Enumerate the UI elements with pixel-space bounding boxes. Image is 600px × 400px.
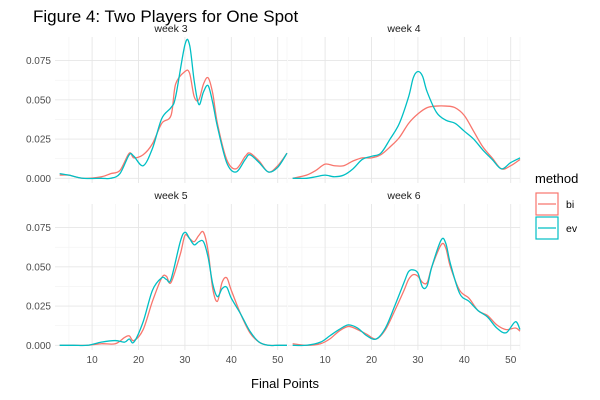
facet-panel: week 3 0.000 0.025 0.050 0.075	[26, 23, 288, 185]
x-tick-label: 20	[366, 355, 378, 366]
x-tick-label: 10	[87, 355, 99, 366]
y-tick-label: 0.000	[26, 174, 51, 185]
y-tick-label: 0.025	[26, 135, 51, 146]
density-curve-bi	[292, 242, 521, 346]
y-tick-label: 0.025	[26, 302, 51, 313]
facet-strip-label: week 4	[386, 23, 420, 35]
legend: method bi ev	[535, 171, 578, 240]
x-tick-label: 30	[412, 355, 424, 366]
legend-entry-ev: ev	[535, 216, 578, 240]
x-tick-label: 30	[179, 355, 191, 366]
facet-panel: week 6 10 20 30 40 50	[288, 190, 521, 366]
legend-title: method	[535, 171, 578, 186]
density-curve-bi	[292, 105, 521, 179]
x-axis-title: Final Points	[251, 376, 319, 391]
x-tick-label: 40	[459, 355, 471, 366]
x-tick-label: 50	[505, 355, 517, 366]
x-tick-label: 50	[272, 355, 284, 366]
legend-label-ev: ev	[566, 223, 578, 235]
legend-label-bi: bi	[566, 199, 574, 211]
density-curve-ev	[59, 38, 288, 180]
x-tick-label: 20	[133, 355, 145, 366]
facet-strip-label: week 6	[386, 190, 420, 202]
density-curve-bi	[59, 69, 288, 179]
x-tick-label: 40	[226, 355, 238, 366]
y-tick-label: 0.050	[26, 95, 51, 106]
y-tick-label: 0.000	[26, 341, 51, 352]
legend-entry-bi: bi	[535, 192, 574, 216]
y-tick-label: 0.075	[26, 56, 51, 67]
facet-strip-label: week 5	[153, 190, 187, 202]
y-tick-label: 0.075	[26, 223, 51, 234]
chart-title: Figure 4: Two Players for One Spot	[33, 7, 298, 26]
y-tick-label: 0.050	[26, 262, 51, 273]
density-curve-ev	[59, 231, 287, 347]
x-tick-label: 10	[320, 355, 332, 366]
density-curve-bi	[59, 230, 287, 347]
facet-panel: week 4	[288, 23, 521, 183]
density-curve-ev	[292, 237, 521, 347]
facet-strip-label: week 3	[153, 23, 187, 35]
facet-panel: week 5 0.000 0.025 0.050 0.075 10 20 30 40 50	[26, 190, 288, 366]
density-curve-ev	[292, 70, 521, 180]
facet-panels: week 3 0.000 0.025 0.050 0.075 week 4 week 5 0.…	[26, 23, 521, 366]
